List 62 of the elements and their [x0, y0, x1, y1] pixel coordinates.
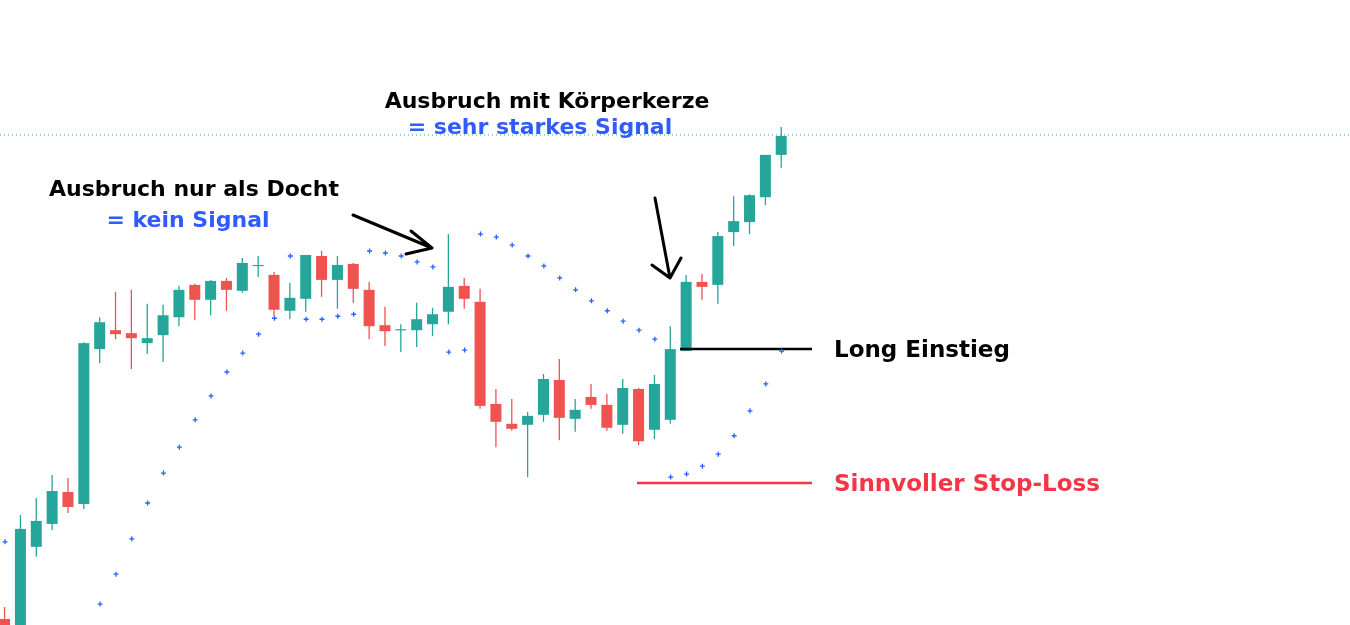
candlestick — [522, 411, 534, 478]
candlestick — [427, 307, 439, 337]
candlestick — [569, 398, 581, 433]
point — [318, 316, 326, 323]
point — [144, 499, 151, 507]
candlestick — [585, 383, 597, 410]
candlestick — [411, 302, 423, 348]
point — [730, 432, 738, 439]
point — [556, 274, 563, 282]
candlestick — [110, 291, 122, 340]
candlestick — [458, 277, 470, 310]
point — [366, 247, 373, 255]
point — [746, 407, 754, 415]
point — [667, 473, 674, 481]
point — [461, 346, 468, 354]
point — [540, 262, 548, 270]
point — [635, 327, 643, 334]
candlestick — [157, 304, 169, 363]
candlestick — [62, 477, 74, 514]
point — [493, 233, 500, 241]
candlestick — [696, 273, 708, 301]
point — [651, 336, 658, 343]
annotation: Ausbruch nur als Docht — [49, 176, 340, 201]
point — [334, 313, 341, 320]
point — [96, 600, 104, 608]
point — [429, 263, 437, 271]
candlestick — [284, 282, 296, 320]
candlestick — [316, 250, 328, 298]
candlestick — [220, 277, 232, 312]
point — [239, 349, 246, 357]
point — [382, 249, 389, 257]
point — [699, 462, 706, 470]
point — [287, 252, 294, 260]
annotation: = kein Signal — [106, 207, 270, 232]
point — [509, 241, 516, 249]
candlestick — [379, 306, 391, 347]
ref-line-label: Sinnvoller Stop-Loss — [834, 470, 1100, 497]
point — [160, 469, 167, 477]
candlestick — [125, 289, 137, 370]
point — [1, 538, 9, 545]
point — [413, 258, 421, 266]
point — [445, 348, 452, 356]
point — [524, 252, 532, 260]
ref-line-label: Long Einstieg — [834, 336, 1010, 363]
point — [223, 368, 231, 376]
candlestick — [728, 195, 740, 247]
candlestick — [331, 255, 343, 310]
candlestick — [141, 303, 153, 355]
annotation: = sehr starkes Signal — [407, 114, 673, 139]
point — [683, 470, 690, 478]
point — [778, 347, 785, 355]
candlestick — [189, 283, 201, 321]
point — [477, 230, 484, 238]
point — [762, 380, 769, 388]
candlestick — [490, 388, 502, 448]
point — [112, 571, 120, 578]
candlestick — [601, 393, 613, 432]
text: Ausbruch mit Körperkerze — [384, 88, 710, 113]
point — [207, 392, 215, 400]
candlestick — [506, 398, 518, 432]
point — [398, 252, 405, 260]
candlestick — [205, 279, 217, 316]
